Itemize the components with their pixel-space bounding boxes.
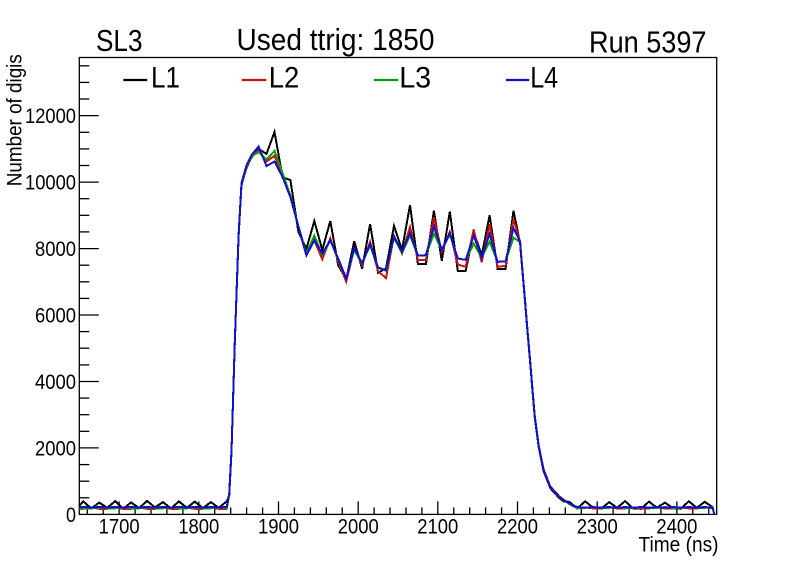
svg-text:0: 0 [66, 504, 76, 527]
svg-text:Number of digis: Number of digis [3, 54, 26, 186]
svg-text:L2: L2 [269, 62, 300, 95]
svg-text:Time (ns): Time (ns) [639, 534, 719, 557]
svg-text:6000: 6000 [35, 304, 76, 327]
svg-text:SL3: SL3 [96, 24, 143, 58]
svg-text:2300: 2300 [577, 516, 618, 539]
svg-text:L3: L3 [399, 62, 431, 95]
svg-text:Run 5397: Run 5397 [589, 26, 707, 60]
svg-text:2200: 2200 [497, 516, 538, 539]
svg-text:12000: 12000 [25, 105, 76, 128]
svg-text:Used ttrig: 1850: Used ttrig: 1850 [237, 23, 435, 57]
svg-text:L4: L4 [530, 62, 558, 95]
svg-text:1700: 1700 [99, 516, 140, 539]
svg-text:10000: 10000 [25, 172, 76, 195]
svg-text:1900: 1900 [258, 516, 299, 539]
svg-text:2400: 2400 [656, 516, 697, 539]
svg-text:L1: L1 [151, 62, 180, 95]
svg-text:2100: 2100 [417, 516, 458, 539]
svg-text:4000: 4000 [35, 371, 76, 394]
svg-text:1800: 1800 [178, 516, 219, 539]
svg-text:2000: 2000 [338, 516, 379, 539]
svg-text:8000: 8000 [35, 238, 76, 261]
svg-text:2000: 2000 [35, 437, 76, 460]
